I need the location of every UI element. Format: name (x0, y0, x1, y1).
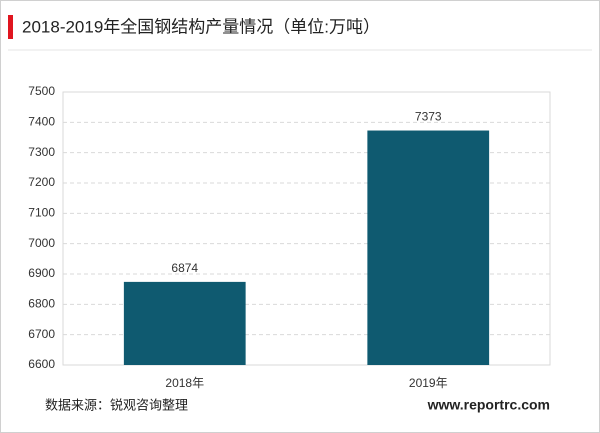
plot-area (62, 91, 551, 366)
y-tick-label: 7100 (28, 206, 55, 220)
y-tick-label: 7400 (28, 115, 55, 129)
y-tick-label: 7300 (28, 145, 55, 159)
y-tick-label: 6900 (28, 266, 55, 280)
bar (367, 130, 490, 365)
y-tick-label: 7500 (28, 84, 55, 98)
y-tick-label: 7000 (28, 236, 55, 250)
title-accent (8, 15, 13, 39)
chart-title: 2018-2019年全国钢结构产量情况（单位:万吨） (22, 17, 380, 36)
website: www.reportrc.com (427, 397, 550, 413)
y-tick-label: 6700 (28, 327, 55, 341)
x-tick-label: 2019年 (409, 376, 448, 390)
y-tick-label: 6600 (28, 357, 55, 371)
data-label: 7373 (415, 110, 442, 124)
x-tick-label: 2018年 (165, 376, 204, 390)
y-tick-label: 7200 (28, 175, 55, 189)
source-note: 数据来源：锐观咨询整理 (45, 397, 188, 412)
y-tick-label: 6800 (28, 297, 55, 311)
data-label: 6874 (171, 261, 198, 275)
bar (123, 281, 246, 365)
